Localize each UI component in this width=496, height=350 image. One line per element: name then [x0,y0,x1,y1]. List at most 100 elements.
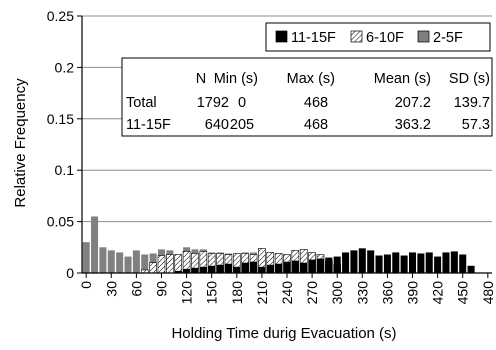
bar-11-15f [275,263,283,273]
table-cell: 363.2 [395,117,431,133]
y-tick-label: 0.15 [47,111,74,127]
legend-box [265,22,491,52]
legend-swatch-2-5f [417,30,430,43]
bar-11-15f [199,266,207,273]
table-cell: 205 [230,117,254,133]
stats-table-box [121,57,493,137]
x-tick-label: 240 [279,281,295,305]
table-cell: 11-15F [126,117,171,133]
bar-11-15f [283,261,291,273]
x-tick-label: 390 [405,281,421,305]
table-cell: 468 [304,95,328,111]
bar-11-15f [467,265,475,273]
bars [82,216,475,274]
bar-6-10f [157,255,166,274]
bar-11-15f [325,257,333,273]
x-tick-label: 60 [128,281,144,297]
legend: 11-15F 6-10F 2-5F [265,22,491,52]
axes [77,15,492,278]
table-cell: 139.7 [454,95,490,111]
bar-11-15f [342,252,350,273]
table-cell: 468 [304,117,328,133]
legend-label-11-15f: 11-15F [291,30,336,46]
bar-2-5f [107,250,115,273]
x-tick-label: 300 [329,281,345,305]
table-header-cell: Max (s) [287,71,335,87]
x-tick-label: 180 [229,281,245,305]
bar-11-15f [425,252,433,273]
x-tick-label: 360 [379,281,395,305]
table-cell: 57.3 [462,117,490,133]
bar-11-15f [358,248,366,273]
bar-11-15f [183,268,191,273]
bar-11-15f [459,254,467,273]
bar-11-15f [291,260,299,273]
bar-2-5f [132,250,140,273]
y-tick-label: 0 [66,265,74,281]
bar-11-15f [258,266,266,273]
y-axis-label: Relative Frequency [12,78,29,208]
table-header-cell: N [196,71,206,87]
bar-6-10f [174,254,183,274]
bar-11-15f [308,259,316,273]
x-tick-labels: 0 30 60 90 120 150 180 210 240 270 300 330 360 390 420… [78,281,496,305]
bar-11-15f [191,267,199,273]
table-header-cell: SD (s) [449,71,490,87]
x-tick-label: 330 [354,281,370,305]
bar-11-15f [409,252,417,273]
x-tick-label: 120 [179,281,195,305]
bar-11-15f [375,255,383,273]
bar-11-15f [208,265,216,273]
x-tick-label: 90 [153,281,169,297]
bar-11-15f [400,255,408,273]
bar-11-15f [434,256,442,273]
bar-11-15f [383,254,391,273]
bar-11-15f [450,251,458,273]
table-header-cell: Mean (s) [374,71,431,87]
y-tick-label: 0.25 [47,8,74,24]
x-tick-label: 210 [254,281,270,305]
table-header-cell: Min (s) [214,71,258,87]
bar-11-15f [333,256,341,273]
bar-11-15f [350,250,358,273]
bar-11-15f [417,253,425,273]
y-tick-labels: 0 0.05 0.1 0.15 0.2 0.25 [47,8,74,281]
legend-swatch-11-15f [275,30,288,43]
x-tick-label: 270 [304,281,320,305]
bar-2-5f [141,254,149,273]
bar-11-15f [367,250,375,273]
legend-label-2-5f: 2-5F [433,30,463,46]
bar-11-15f [300,262,308,273]
x-tick-label: 150 [204,281,220,305]
bar-11-15f [442,252,450,273]
y-tick-label: 0.1 [55,162,75,178]
y-tick-label: 0.05 [47,214,74,230]
bar-11-15f [216,264,224,273]
x-axis-label: Holding Time durig Evacuation (s) [171,325,396,342]
bar-2-5f [116,252,124,273]
table-cell: 640 [205,117,229,133]
x-tick-label: 480 [480,281,496,305]
bar-11-15f [241,262,249,273]
x-tick-label: 450 [455,281,471,305]
table-cell: 1792 [197,95,229,111]
x-tick-label: 0 [78,281,94,289]
bar-6-10f [166,254,174,274]
bar-11-15f [316,258,324,273]
bar-2-5f [99,247,107,273]
legend-swatch-6-10f [350,30,363,43]
bar-11-15f [233,266,241,273]
table-cell: 207.2 [395,95,431,111]
table-cell: 0 [238,95,246,111]
bar-11-15f [266,264,274,273]
bar-6-10f [149,262,157,274]
bar-11-15f [250,261,258,273]
legend-label-6-10f: 6-10F [366,30,404,46]
x-tick-label: 420 [430,281,446,305]
bar-11-15f [224,263,232,273]
table-cell: Total [126,95,157,111]
y-tick-label: 0.2 [55,59,75,75]
bar-2-5f [124,256,132,273]
